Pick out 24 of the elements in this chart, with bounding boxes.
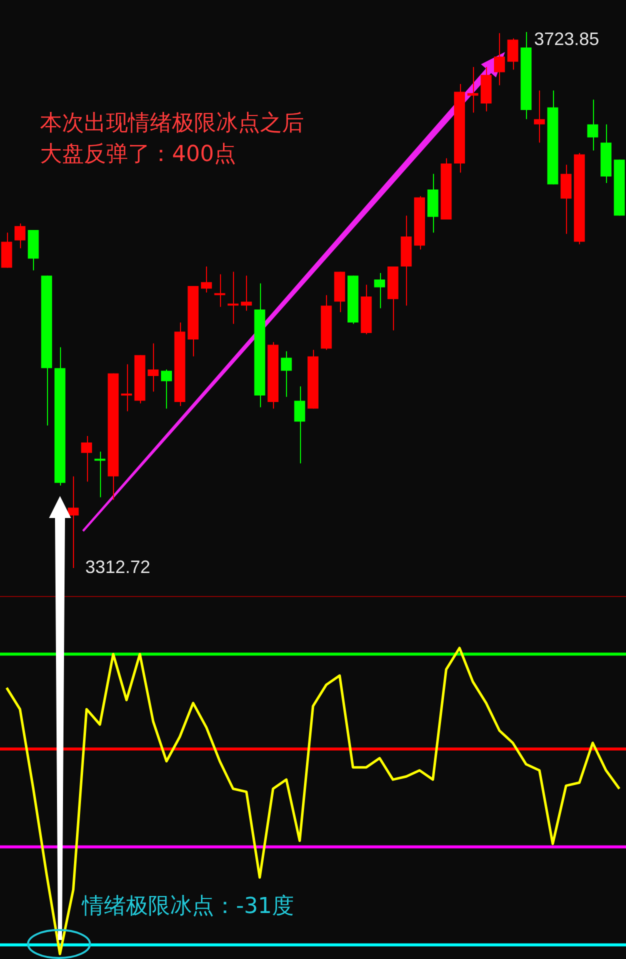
annotation: 3723.85: [534, 28, 600, 49]
annotation: 3312.72: [85, 556, 150, 577]
candlestick: [81, 435, 92, 482]
annotation: 本次出现情绪极限冰点之后: [40, 110, 304, 138]
candlestick: [68, 476, 79, 568]
candlestick: [294, 386, 306, 464]
candlestick: [200, 266, 212, 294]
candlestick: [467, 66, 478, 114]
annotation: 情绪极限冰点：-31度: [82, 893, 294, 921]
candlestick: [14, 222, 26, 249]
annotation: 大盘反弹了：400点: [40, 141, 237, 169]
candlestick: [240, 275, 252, 312]
candlestick: [228, 271, 239, 324]
candlestick: [374, 272, 386, 309]
candlestick: [161, 368, 172, 410]
candlestick: [148, 342, 159, 392]
candlestick: [214, 274, 226, 308]
candlestick: [587, 99, 598, 151]
candlestick: [507, 38, 518, 70]
candlestick: [280, 350, 292, 398]
candlestick: [94, 451, 106, 498]
candlestick: [534, 90, 545, 144]
candlestick: [494, 32, 505, 86]
candlestick: [121, 364, 132, 412]
